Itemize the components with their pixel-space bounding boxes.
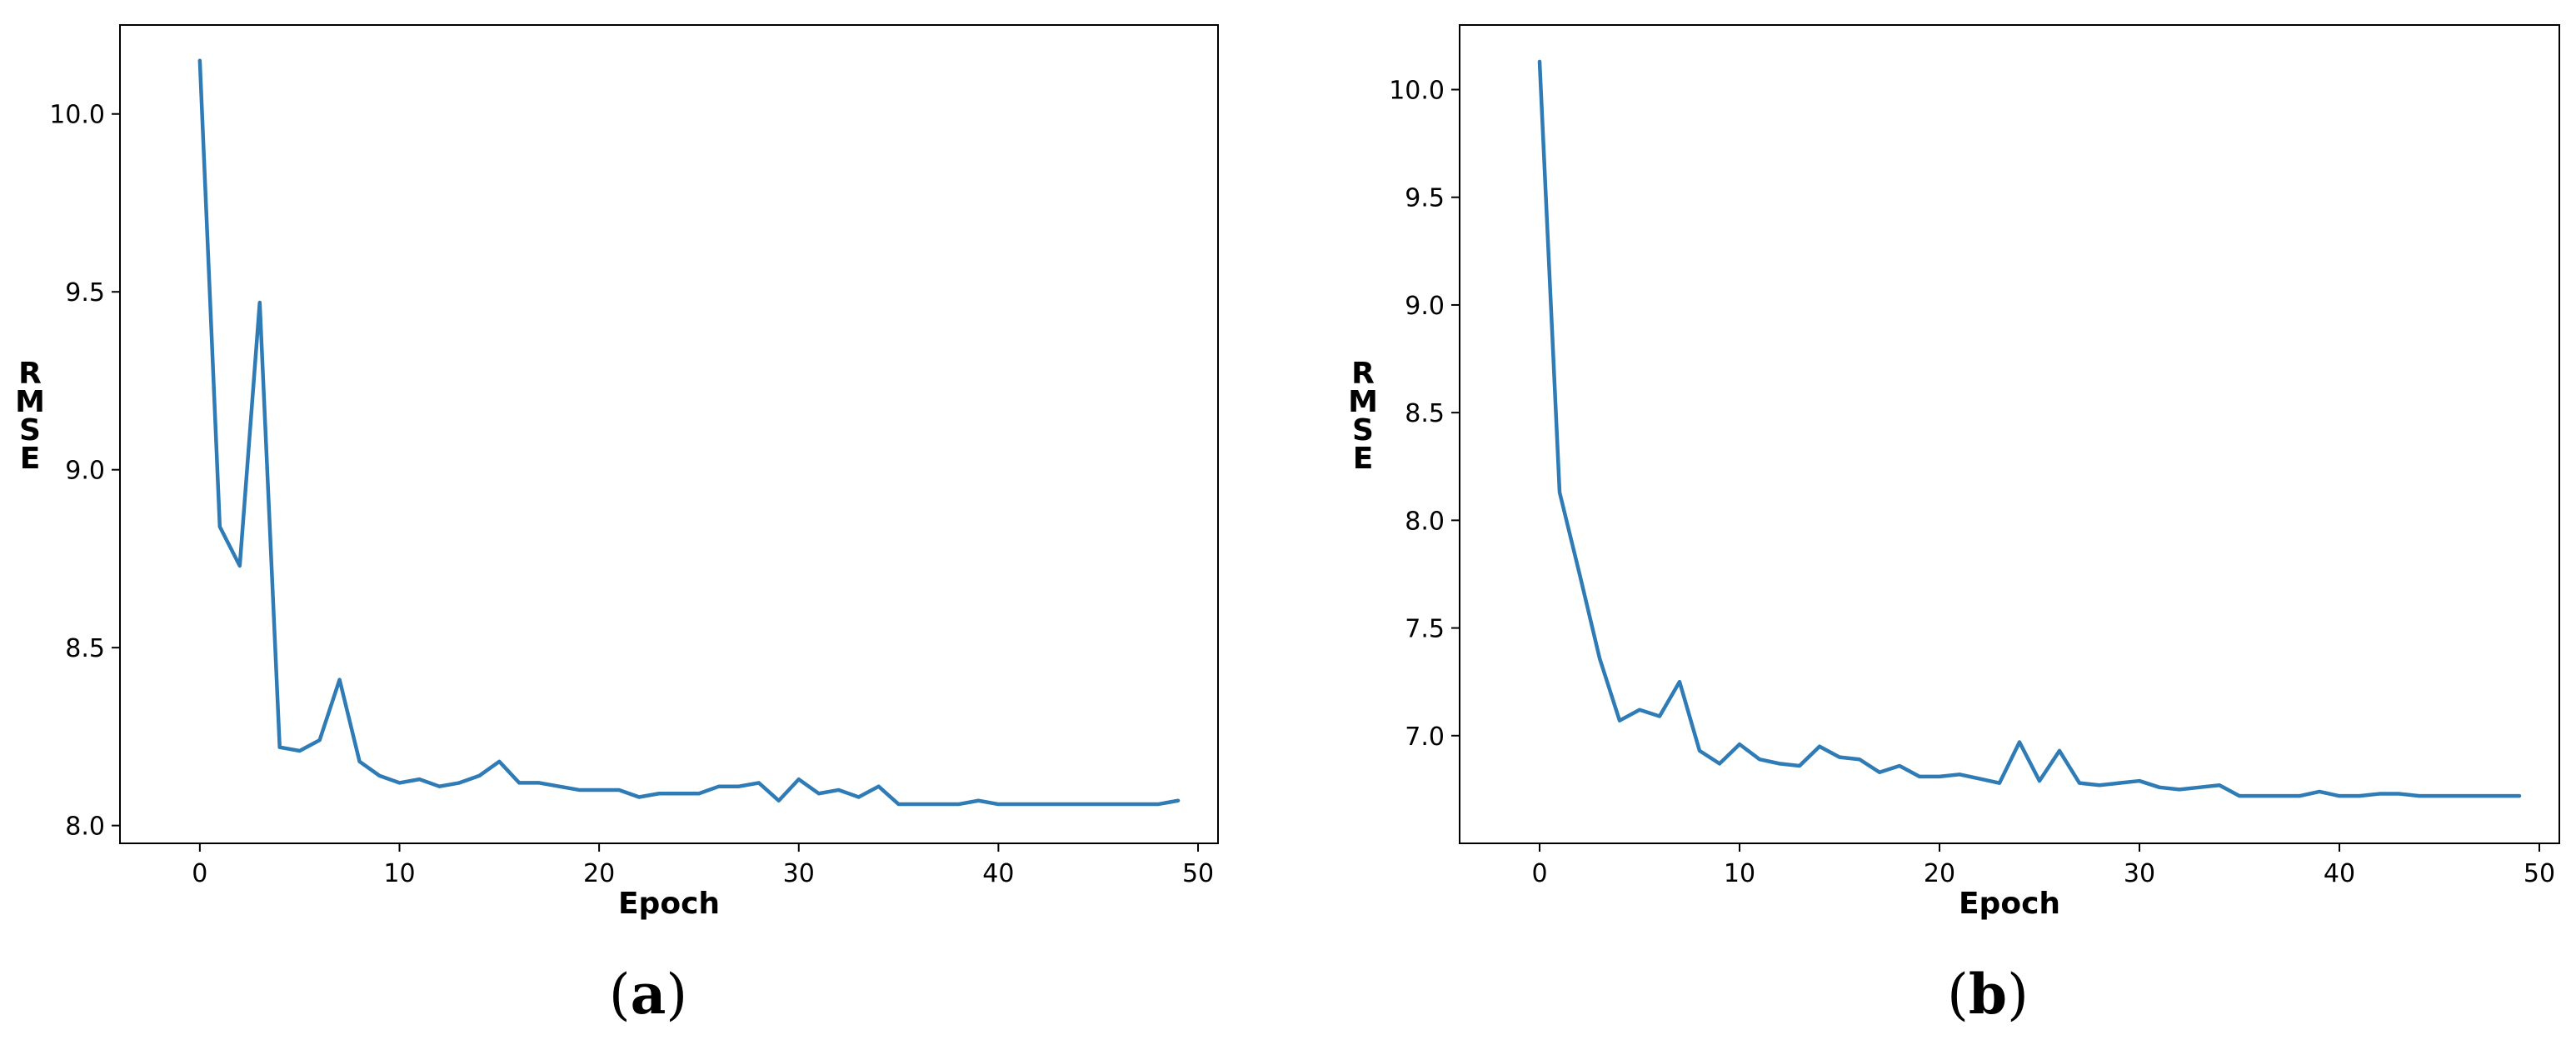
y-tick-label: 9.5 (65, 278, 105, 308)
chart-panel-a: 0 10 20 30 40 50 8.0 8.5 9.0 9.5 10.0 Epoch R M S E (a) (15, 24, 1219, 1027)
x-tick-label: 10 (383, 859, 415, 888)
x-tick-label: 40 (2324, 859, 2355, 888)
series-line (1537, 59, 2522, 798)
y-tick-label: 8.0 (1405, 507, 1445, 536)
x-tick-label: 50 (2524, 859, 2555, 888)
y-tick-label: 8.5 (1405, 399, 1445, 428)
x-axis-label: Epoch (1959, 887, 2060, 921)
x-tick-label: 20 (583, 859, 615, 888)
x-tick-label: 0 (192, 859, 207, 888)
y-tick-label: 9.0 (1405, 292, 1445, 321)
panel-label: (b) (1947, 962, 2029, 1027)
y-tick-label: 8.0 (65, 812, 105, 842)
x-tick-label: 40 (982, 859, 1014, 888)
panel-label: (a) (609, 962, 687, 1027)
y-tick-label: 9.0 (65, 457, 105, 486)
plot-frame (1459, 24, 2560, 844)
x-tick-label: 30 (2124, 859, 2155, 888)
plot-frame (119, 24, 1219, 844)
x-tick-label: 30 (783, 859, 815, 888)
y-tick-label: 7.0 (1405, 722, 1445, 752)
x-axis-label: Epoch (618, 887, 720, 921)
y-tick-label: 9.5 (1405, 184, 1445, 213)
x-tick-label: 20 (1924, 859, 1955, 888)
x-tick-label: 10 (1724, 859, 1755, 888)
panel-letter: b (1969, 962, 2007, 1027)
chart-panel-b: 0 10 20 30 40 50 7.0 7.5 8.0 8.5 9.0 9.5 10.0 Epoch R M… (1348, 24, 2560, 1027)
y-tick-label: 7.5 (1405, 615, 1445, 644)
y-tick-label: 10.0 (1389, 77, 1445, 106)
y-tick-label: 10.0 (49, 101, 105, 130)
y-tick-label: 8.5 (65, 634, 105, 663)
panel-letter: a (631, 962, 666, 1027)
x-tick-label: 0 (1531, 859, 1547, 888)
series-line (197, 58, 1181, 807)
x-tick-label: 50 (1182, 859, 1214, 888)
